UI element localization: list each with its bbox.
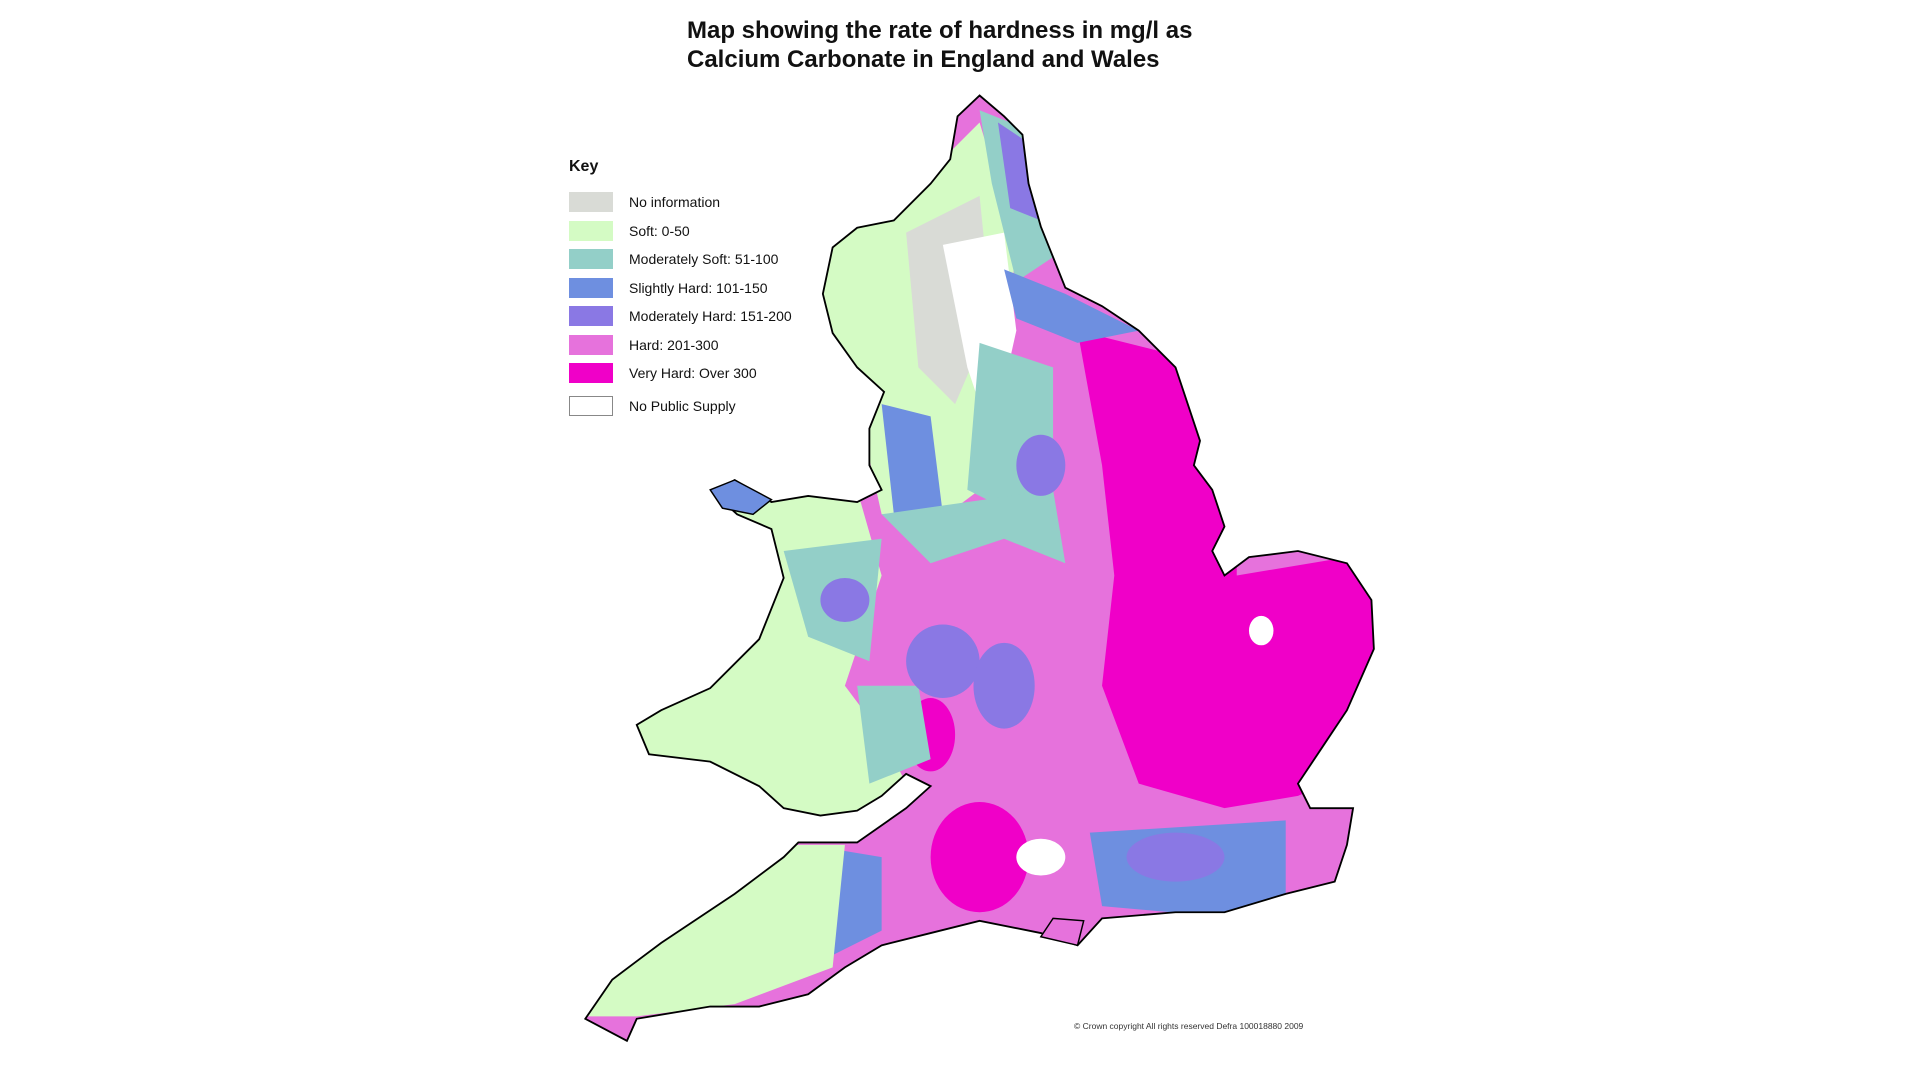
key-item: Slightly Hard: 101-150 bbox=[569, 274, 792, 303]
copyright-notice: © Crown copyright All rights reserved De… bbox=[1074, 1021, 1304, 1031]
key-swatch bbox=[569, 334, 613, 355]
key-item: Very Hard: Over 300 bbox=[569, 359, 792, 388]
key-item: Hard: 201-300 bbox=[569, 331, 792, 360]
key-item: Moderately Soft: 51-100 bbox=[569, 245, 792, 274]
key-label: Very Hard: Over 300 bbox=[629, 365, 757, 382]
map-key: Key No information Soft: 0-50 Moderately S… bbox=[569, 158, 792, 420]
title-line-2: Calcium Carbonate in England and Wales bbox=[687, 46, 1160, 73]
key-swatch bbox=[569, 192, 613, 213]
key-item: No information bbox=[569, 188, 792, 217]
key-label: Slightly Hard: 101-150 bbox=[629, 279, 768, 296]
key-swatch bbox=[569, 277, 613, 298]
key-item: Moderately Hard: 151-200 bbox=[569, 302, 792, 331]
key-item: Soft: 0-50 bbox=[569, 217, 792, 246]
key-title: Key bbox=[569, 158, 599, 175]
key-swatch bbox=[569, 220, 613, 241]
key-label: Moderately Soft: 51-100 bbox=[629, 251, 779, 268]
key-item: No Public Supply bbox=[569, 392, 792, 421]
title-line-1: Map showing the rate of hardness in mg/l… bbox=[687, 17, 1193, 44]
map-title: Map showing the rate of hardness in mg/l… bbox=[687, 16, 1192, 74]
key-label: No Public Supply bbox=[629, 397, 736, 414]
key-label: Hard: 201-300 bbox=[629, 336, 719, 353]
key-label: No information bbox=[629, 194, 721, 211]
key-swatch bbox=[569, 395, 613, 416]
key-swatch bbox=[569, 306, 613, 327]
key-label: Moderately Hard: 151-200 bbox=[629, 308, 792, 325]
key-swatch bbox=[569, 249, 613, 270]
key-label: Soft: 0-50 bbox=[629, 222, 690, 239]
anglesey bbox=[709, 479, 773, 516]
isle-of-wight bbox=[1039, 917, 1085, 947]
key-swatch bbox=[569, 363, 613, 384]
